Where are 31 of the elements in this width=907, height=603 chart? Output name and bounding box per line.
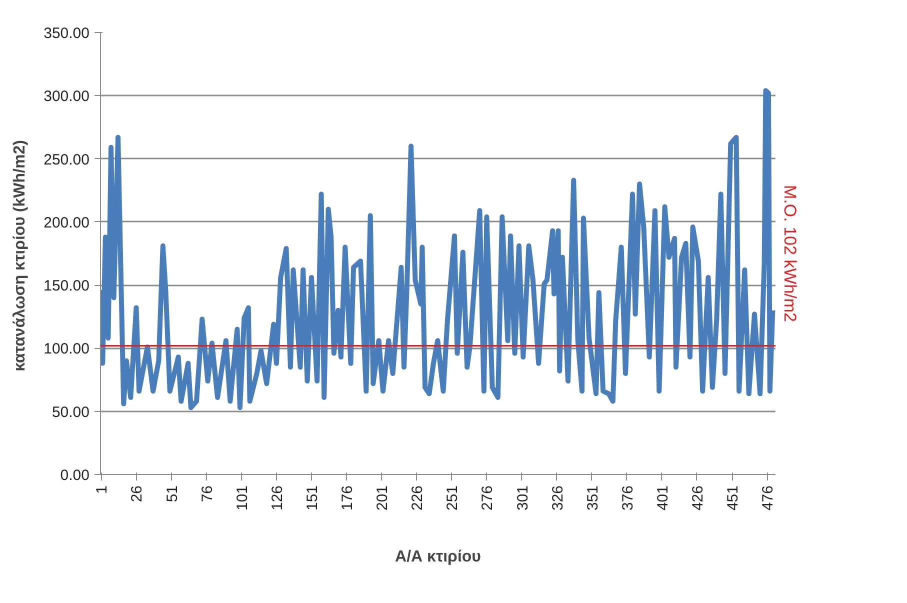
x-tick-label: 151 [304, 485, 321, 511]
x-tick-label: 401 [654, 485, 672, 511]
x-tick-label: 101 [234, 485, 251, 511]
x-tick-label: 51 [164, 485, 181, 502]
x-tick-label: 201 [374, 485, 392, 511]
y-axis-title: κατανάλωση κτιρίου (kWh/m2) [12, 140, 29, 372]
x-tick-label: 176 [339, 485, 356, 511]
x-axis-title: Α/Α κτιρίου [395, 548, 481, 566]
x-tick-label: 376 [619, 485, 636, 511]
y-tick-label: 300.00 [44, 88, 90, 106]
ref-line-label: Μ.Ο. 102 kWh/m2 [780, 185, 800, 322]
x-tick-label: 351 [584, 485, 602, 511]
y-tick-label: 100.00 [44, 340, 90, 358]
x-tick-label: 126 [268, 485, 286, 511]
y-tick-label: 250.00 [44, 151, 90, 168]
y-tick-label: 200.00 [44, 214, 90, 232]
x-tick-label: 451 [724, 485, 742, 511]
x-tick-label: 26 [128, 485, 146, 502]
x-tick-label: 426 [689, 485, 706, 511]
y-tick-label: 0.00 [60, 467, 90, 484]
x-tick-label: 301 [514, 485, 532, 511]
x-tick-label: 326 [549, 485, 566, 511]
x-tick-label: 226 [409, 485, 426, 511]
y-tick-label: 50.00 [52, 404, 90, 421]
x-tick-label: 476 [760, 485, 777, 511]
y-tick-label: 150.00 [44, 278, 90, 295]
x-tick-label: 1 [94, 486, 111, 494]
y-tick-label: 350.00 [44, 25, 90, 42]
x-tick-label: 251 [444, 485, 462, 511]
x-tick-label: 76 [198, 485, 216, 502]
x-tick-label: 276 [479, 485, 496, 511]
